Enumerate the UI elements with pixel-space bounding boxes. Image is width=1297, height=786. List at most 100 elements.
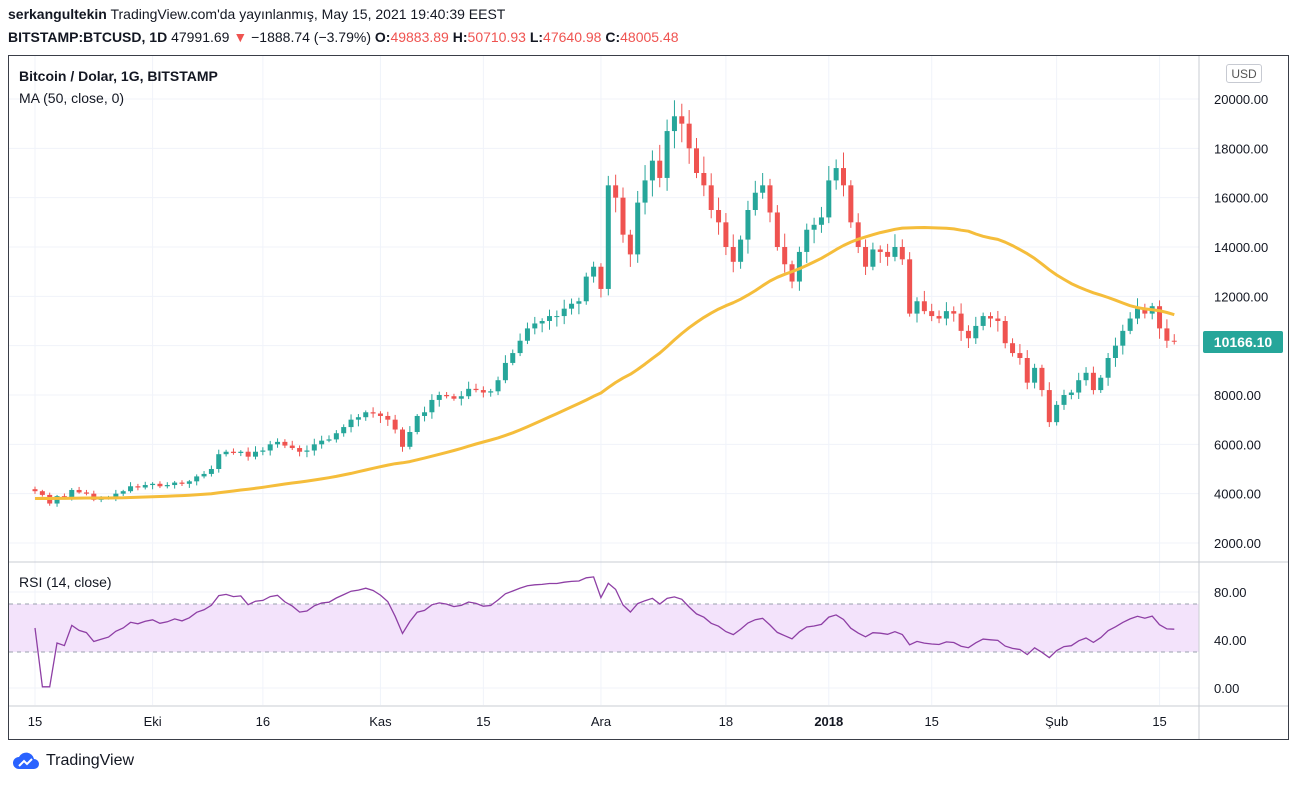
high-label: H: [452,29,468,45]
candle-body [679,116,685,124]
candle-body [230,451,236,453]
open-value: 49883.89 [390,29,449,45]
candle-body [355,417,361,420]
candle-body [1024,358,1030,383]
ma-legend[interactable]: MA (50, close, 0) [19,90,125,106]
author-name[interactable]: serkangultekin [8,6,107,22]
candle-body [1017,353,1023,358]
candle-body [1127,318,1133,331]
candle-body [767,185,773,213]
candle-body [429,399,435,413]
candle-body [223,451,229,455]
candle-body [216,454,222,469]
time-tick-label: 15 [1152,714,1166,729]
rsi-band-fill [9,604,1199,652]
candle-body [804,229,810,252]
candle-body [164,485,170,487]
candle-body [716,210,722,223]
candle-body [649,160,655,181]
candle-body [1039,367,1045,391]
footer-brand[interactable]: TradingView [12,752,134,770]
candle-body [186,481,192,484]
candle-body [723,222,729,247]
rsi-legend[interactable]: RSI (14, close) [19,574,112,590]
candle-body [135,486,141,488]
candle-body [128,486,134,492]
candle-body [973,325,979,339]
candle-body [422,412,428,416]
candle-body [995,318,1001,321]
candle-body [752,192,758,210]
candle-body [466,388,472,397]
close-label: C: [605,29,621,45]
candle-body [1032,367,1038,383]
candle-body [113,493,119,498]
symbol-ohlc-bar: BITSTAMP:BTCUSD, 1D 47991.69 ▼ −1888.74 … [8,29,679,45]
candle-body [583,276,589,302]
candle-body [238,451,244,453]
candle-body [605,185,611,289]
candle-body [458,396,464,399]
high-value: 50710.93 [467,29,526,45]
rsi-tick-label: 0.00 [1214,681,1239,696]
candle-body [708,185,714,210]
candle-body [208,469,214,474]
candle-body [377,413,383,416]
candle-body [620,197,626,235]
candle-body [1135,308,1140,319]
candle-body [1046,390,1052,423]
time-tick-label: 18 [719,714,733,729]
candle-body [414,415,420,432]
candle-body [885,251,891,257]
candle-body [1083,372,1089,381]
candle-body [480,390,486,393]
candle-body [326,439,332,441]
candle-body [341,427,347,434]
current-price-label: 10166.10 [1203,331,1283,353]
price-tick-label: 8000.00 [1214,388,1261,403]
price-tick-label: 14000.00 [1214,240,1268,255]
candle-body [1090,372,1096,391]
candle-body [1164,328,1170,341]
low-value: 47640.98 [543,29,602,45]
candlesticks [32,100,1177,507]
candle-body [245,451,251,457]
price-tick-label: 2000.00 [1214,536,1261,551]
candle-body [539,321,545,324]
candle-body [495,380,501,392]
candle-body [730,247,736,262]
time-tick-label: 2018 [814,714,843,729]
candle-body [818,217,824,225]
time-tick-label: Eki [144,714,162,729]
candle-body [370,412,376,414]
axes: 20000.00 18000.00 16000.00 14000.00 12000.00… [9,56,1288,739]
candle-body [951,311,957,314]
candle-body [1105,358,1111,378]
candle-body [517,340,523,354]
candle-body [569,303,575,309]
brand-name: TradingView [46,752,135,769]
down-arrow-icon: ▼ [233,29,248,45]
candle-body [921,301,927,312]
candle-body [1142,308,1148,314]
candle-body [451,396,457,399]
time-tick-label: Kas [369,714,392,729]
candle-body [1054,404,1060,423]
price-tick-label: 12000.00 [1214,289,1268,304]
candle-body [980,316,986,326]
candle-body [510,353,516,363]
currency-button[interactable]: USD [1226,64,1262,83]
candle-body [253,451,258,457]
candle-body [833,168,839,181]
time-tick-label: 15 [28,714,42,729]
candle-body [782,247,788,265]
candle-body [598,266,604,289]
candle-body [694,148,699,173]
candle-body [936,316,942,319]
candle-body [83,492,89,494]
candle-body [524,328,530,341]
price-change: −1888.74 (−3.79%) [251,29,371,45]
candle-body [400,429,405,447]
chart-frame[interactable] [8,55,1289,740]
